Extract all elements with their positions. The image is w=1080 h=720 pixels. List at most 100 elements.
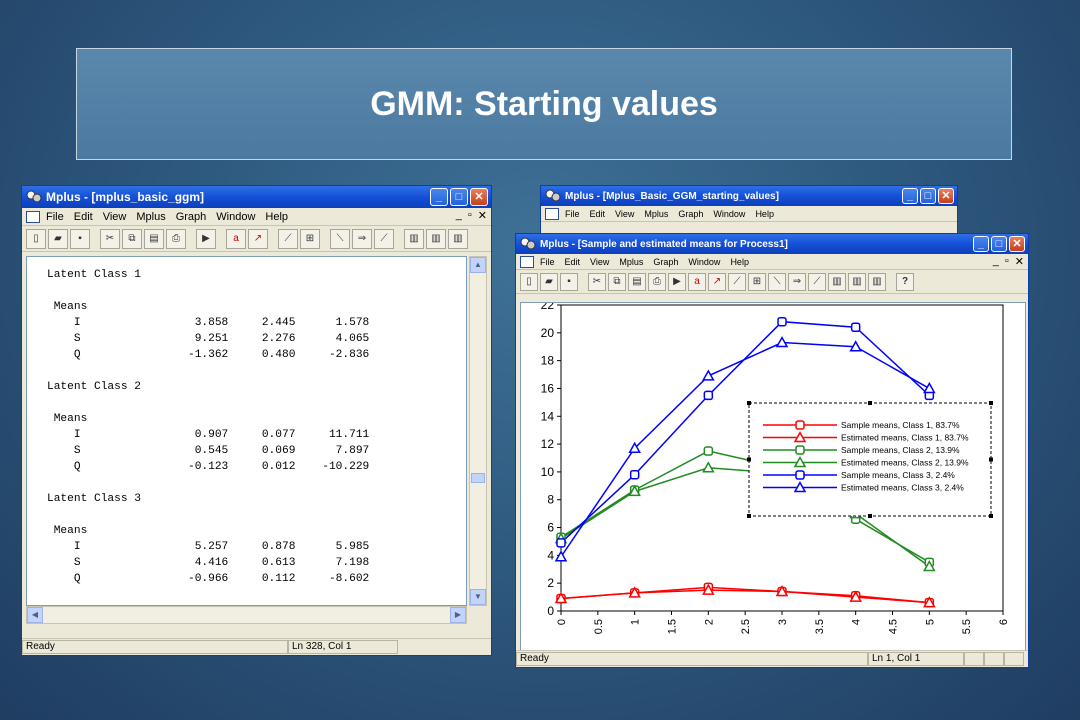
cut-icon[interactable]: ✂: [100, 229, 120, 249]
copy-icon[interactable]: ⧉: [122, 229, 142, 249]
menu-help[interactable]: Help: [755, 209, 774, 219]
new-file-icon[interactable]: ▯: [520, 273, 538, 291]
horizontal-scrollbar[interactable]: ◀ ▶: [26, 606, 467, 624]
mdi-close-icon[interactable]: ✕: [1015, 255, 1024, 268]
menu-window[interactable]: Window: [713, 209, 745, 219]
graph-icon-2[interactable]: ⊞: [300, 229, 320, 249]
scroll-up-icon[interactable]: ▲: [470, 257, 486, 273]
output-line: [47, 395, 466, 411]
font-icon[interactable]: a: [226, 229, 246, 249]
open-folder-icon[interactable]: ▰: [540, 273, 558, 291]
print-icon[interactable]: ⎙: [648, 273, 666, 291]
menu-window[interactable]: Window: [216, 211, 255, 223]
menu-view[interactable]: View: [103, 211, 127, 223]
plot-icon[interactable]: ↗: [248, 229, 268, 249]
window-titlebar[interactable]: Mplus - [mplus_basic_ggm] _ □ ✕: [22, 186, 491, 208]
run-icon[interactable]: ▶: [196, 229, 216, 249]
mdi-close-icon[interactable]: ✕: [478, 209, 487, 222]
x-tick-label: 0: [556, 619, 568, 625]
plot-icon[interactable]: ↗: [708, 273, 726, 291]
menu-edit[interactable]: Edit: [74, 211, 93, 223]
histogram-icon-2[interactable]: ▥: [426, 229, 446, 249]
status-bar: Ready Ln 328, Col 1: [22, 638, 491, 655]
maximize-button[interactable]: □: [920, 188, 936, 204]
mdi-restore-icon[interactable]: ▫: [1005, 255, 1009, 268]
graph-icon-5[interactable]: ⟋: [374, 229, 394, 249]
scroll-right-icon[interactable]: ▶: [450, 607, 466, 623]
y-tick-label: 4: [547, 548, 554, 562]
menu-view[interactable]: View: [615, 209, 634, 219]
output-text-area[interactable]: Latent Class 1 Means I 3.858 2.445 1.578…: [26, 256, 467, 606]
window-titlebar[interactable]: Mplus - [Sample and estimated means for …: [516, 234, 1028, 254]
menu-file[interactable]: File: [46, 211, 64, 223]
close-button[interactable]: ✕: [1009, 236, 1025, 252]
paste-icon[interactable]: ▤: [144, 229, 164, 249]
paste-icon[interactable]: ▤: [628, 273, 646, 291]
output-text: Latent Class 1 Means I 3.858 2.445 1.578…: [27, 257, 466, 587]
minimize-button[interactable]: _: [902, 188, 918, 204]
x-tick-label: 2: [703, 619, 715, 625]
menu-edit[interactable]: Edit: [565, 257, 581, 267]
menu-mplus[interactable]: Mplus: [644, 209, 668, 219]
mdi-minimize-icon[interactable]: _: [993, 255, 999, 268]
graph-icon-3[interactable]: ⟍: [768, 273, 786, 291]
graph-icon-2[interactable]: ⊞: [748, 273, 766, 291]
legend-handle: [868, 514, 872, 518]
menu-mplus[interactable]: Mplus: [136, 211, 165, 223]
scroll-thumb[interactable]: [471, 473, 485, 483]
maximize-button[interactable]: □: [991, 236, 1007, 252]
scroll-left-icon[interactable]: ◀: [27, 607, 43, 623]
histogram-icon-2[interactable]: ▥: [848, 273, 866, 291]
menu-help[interactable]: Help: [265, 211, 288, 223]
document-icon[interactable]: [545, 208, 559, 220]
menu-window[interactable]: Window: [688, 257, 720, 267]
graph-icon-4[interactable]: ⇒: [352, 229, 372, 249]
copy-icon[interactable]: ⧉: [608, 273, 626, 291]
menu-mplus[interactable]: Mplus: [619, 257, 643, 267]
graph-icon-1[interactable]: ⟋: [278, 229, 298, 249]
histogram-icon-1[interactable]: ▥: [404, 229, 424, 249]
menu-graph[interactable]: Graph: [653, 257, 678, 267]
menu-file[interactable]: File: [540, 257, 555, 267]
menu-file[interactable]: File: [565, 209, 580, 219]
menu-help[interactable]: Help: [730, 257, 749, 267]
run-icon[interactable]: ▶: [668, 273, 686, 291]
graph-icon-1[interactable]: ⟋: [728, 273, 746, 291]
close-button[interactable]: ✕: [470, 188, 488, 206]
new-file-icon[interactable]: ▯: [26, 229, 46, 249]
help-icon[interactable]: ?: [896, 273, 914, 291]
mdi-restore-icon[interactable]: ▫: [468, 209, 472, 222]
document-icon[interactable]: [26, 211, 40, 223]
graph-icon-3[interactable]: ⟍: [330, 229, 350, 249]
plot-area: 0 2 4 6 8 10 12 14 16 18 20 22 0 0.5 1 1.5 2 2.5 3 3.5 4 4.5 5…: [520, 302, 1026, 651]
histogram-icon-3[interactable]: ▥: [448, 229, 468, 249]
vertical-scrollbar[interactable]: ▲ ▼: [469, 256, 487, 606]
histogram-icon-3[interactable]: ▥: [868, 273, 886, 291]
output-line: Means: [47, 411, 466, 427]
toolbar: ▯ ▰ ▪ ✂ ⧉ ▤ ⎙ ▶ a ↗ ⟋ ⊞ ⟍ ⇒ ⟋ ▥ ▥ ▥: [22, 226, 491, 252]
minimize-button[interactable]: _: [430, 188, 448, 206]
x-tick-label: 1: [630, 619, 642, 625]
save-icon[interactable]: ▪: [70, 229, 90, 249]
scroll-down-icon[interactable]: ▼: [470, 589, 486, 605]
font-icon[interactable]: a: [688, 273, 706, 291]
menu-graph[interactable]: Graph: [176, 211, 207, 223]
output-line: S 0.545 0.069 7.897: [47, 443, 466, 459]
open-folder-icon[interactable]: ▰: [48, 229, 68, 249]
menu-edit[interactable]: Edit: [590, 209, 606, 219]
graph-icon-4[interactable]: ⇒: [788, 273, 806, 291]
mdi-minimize-icon[interactable]: _: [456, 209, 462, 222]
save-icon[interactable]: ▪: [560, 273, 578, 291]
print-icon[interactable]: ⎙: [166, 229, 186, 249]
menu-graph[interactable]: Graph: [678, 209, 703, 219]
histogram-icon-1[interactable]: ▥: [828, 273, 846, 291]
minimize-button[interactable]: _: [973, 236, 989, 252]
maximize-button[interactable]: □: [450, 188, 468, 206]
graph-icon-5[interactable]: ⟋: [808, 273, 826, 291]
cut-icon[interactable]: ✂: [588, 273, 606, 291]
status-cell: [964, 652, 984, 666]
menu-view[interactable]: View: [590, 257, 609, 267]
window-titlebar[interactable]: Mplus - [Mplus_Basic_GGM_starting_values…: [541, 186, 957, 206]
close-button[interactable]: ✕: [938, 188, 954, 204]
document-icon[interactable]: [520, 256, 534, 268]
